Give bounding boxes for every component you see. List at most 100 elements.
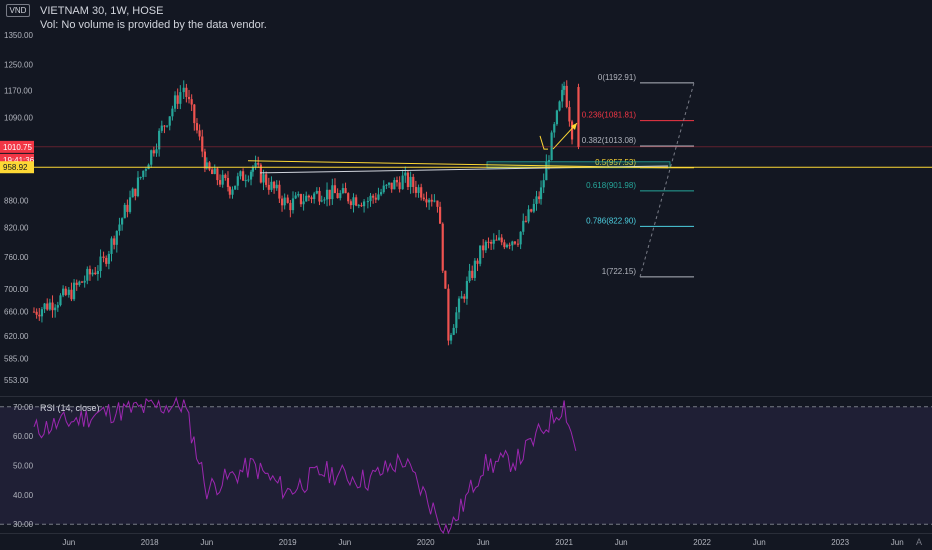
candle-body xyxy=(86,268,89,281)
price-axis-tick: 1250.00 xyxy=(4,61,33,70)
time-axis-tick: 2023 xyxy=(831,538,849,547)
price-axis-tick: 1170.00 xyxy=(4,86,33,95)
time-axis-tick: 2021 xyxy=(555,538,573,547)
candle-body xyxy=(565,85,568,108)
candle-body xyxy=(387,182,391,185)
candle-body xyxy=(241,171,245,181)
candle-body xyxy=(404,172,407,176)
candle-body xyxy=(409,176,412,188)
candle-body xyxy=(417,187,420,193)
candle-body xyxy=(339,193,342,199)
candle-body xyxy=(208,162,211,170)
time-axis-tick: 2018 xyxy=(141,538,159,547)
candle-body xyxy=(508,244,511,246)
candle-body xyxy=(347,193,350,202)
candle-body xyxy=(210,169,214,174)
candle-body xyxy=(94,272,97,275)
candle-body xyxy=(171,108,174,117)
candle-body xyxy=(524,220,528,222)
candle-body xyxy=(213,168,216,174)
time-axis-tick: 2019 xyxy=(279,538,297,547)
candle-body xyxy=(349,201,352,206)
candle-body xyxy=(505,244,509,248)
candle-body xyxy=(315,190,318,194)
candle-body xyxy=(251,166,255,172)
candle-body xyxy=(187,96,191,100)
candle-body xyxy=(134,188,137,197)
candle-body xyxy=(294,195,297,199)
candle-body xyxy=(323,199,326,201)
candle-body xyxy=(527,209,530,222)
candle-body xyxy=(283,197,286,206)
auto-scale-button[interactable]: A xyxy=(915,537,922,547)
candle-body xyxy=(91,272,94,275)
fib-level-label: 0.618(901.98) xyxy=(586,181,636,190)
candle-body xyxy=(320,200,323,202)
candle-body xyxy=(532,203,535,212)
candle-body xyxy=(259,164,262,183)
candle-body xyxy=(155,149,158,154)
candle-body xyxy=(102,256,105,258)
candle-body xyxy=(231,189,234,195)
candle-body xyxy=(195,123,199,131)
candle-body xyxy=(247,179,250,181)
candle-body xyxy=(479,245,482,264)
candle-body xyxy=(558,101,561,111)
candle-body xyxy=(500,237,503,243)
currency-badge[interactable]: VND xyxy=(6,4,30,17)
candle-body xyxy=(428,199,431,203)
candle-body xyxy=(72,282,76,300)
candle-body xyxy=(395,179,399,183)
candle-body xyxy=(430,199,433,202)
price-axis-tick: 660.00 xyxy=(4,308,29,317)
candle-body xyxy=(380,192,383,195)
candle-body xyxy=(455,312,458,328)
candle-body xyxy=(369,195,372,202)
candle-body xyxy=(289,202,292,211)
candle-body xyxy=(160,125,163,131)
candle-body xyxy=(128,197,132,212)
candle-body xyxy=(297,194,300,196)
price-axis-tick: 700.00 xyxy=(4,285,29,294)
candle-body xyxy=(83,280,86,283)
candle-body xyxy=(382,185,385,193)
resistance-line[interactable] xyxy=(247,160,669,169)
rsi-axis-tick: 70.00 xyxy=(13,403,34,412)
candle-body xyxy=(40,309,44,317)
candle-body xyxy=(449,334,453,341)
candle-body xyxy=(249,171,253,180)
candle-body xyxy=(555,110,559,125)
candle-body xyxy=(568,107,571,122)
candle-body xyxy=(198,130,201,137)
projection-arrow-down[interactable] xyxy=(539,135,548,150)
candle-body xyxy=(46,303,49,310)
time-axis-tick: Jun xyxy=(477,538,490,547)
candle-body xyxy=(463,296,466,299)
candle-body xyxy=(64,288,67,295)
candle-body xyxy=(490,242,493,244)
time-axis-tick: 2022 xyxy=(693,538,711,547)
candle-body xyxy=(67,289,70,295)
candle-body xyxy=(265,174,268,185)
price-axis-tick: 1350.00 xyxy=(4,31,33,40)
candle-body xyxy=(226,178,230,188)
candle-body xyxy=(216,168,219,181)
candle-body xyxy=(152,150,155,154)
candle-body xyxy=(406,172,410,188)
candle-body xyxy=(561,89,564,102)
rsi-band-fill xyxy=(0,406,932,525)
time-axis-tick: 2020 xyxy=(417,538,435,547)
level-badge xyxy=(0,161,34,174)
candle-body xyxy=(272,181,276,189)
candle-body xyxy=(468,270,471,282)
candle-body xyxy=(56,305,59,308)
candle-body xyxy=(270,181,273,190)
candle-body xyxy=(425,199,428,203)
candle-body xyxy=(516,243,520,245)
candle-body xyxy=(228,187,231,195)
candle-body xyxy=(118,224,121,231)
candle-body xyxy=(539,187,543,200)
candle-body xyxy=(357,205,360,207)
